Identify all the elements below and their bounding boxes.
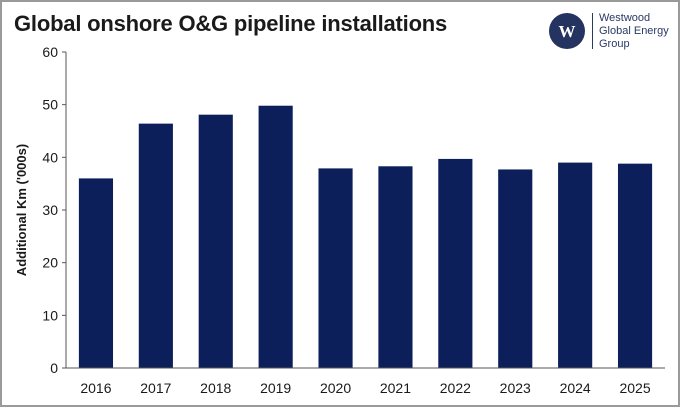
logo-divider: [592, 13, 593, 49]
x-tick-label: 2018: [200, 380, 231, 396]
y-tick-label: 20: [42, 255, 58, 271]
logo-line-1: Westwood: [599, 12, 651, 24]
bar-2025: [617, 163, 653, 368]
y-tick-label: 30: [42, 202, 58, 218]
x-tick-label: 2021: [380, 380, 411, 396]
bar-2021: [378, 166, 413, 368]
chart-title: Global onshore O&G pipeline installation…: [14, 11, 448, 36]
y-tick-label: 50: [42, 97, 58, 113]
westwood-logo: W Westwood Global Energy Group: [547, 11, 672, 51]
bar-2020: [318, 168, 353, 368]
bars: [78, 105, 653, 368]
x-axis-ticks: 2016 2017 2018 2019 2020 2021 2022 2023 2024 2025: [80, 380, 650, 396]
bar-2023: [498, 169, 533, 368]
x-tick-label: 2025: [619, 380, 650, 396]
x-tick-label: 2019: [260, 380, 291, 396]
logo-line-2: Global Energy: [599, 25, 669, 37]
x-tick-label: 2017: [140, 380, 171, 396]
y-tick-label: 60: [42, 44, 58, 60]
x-tick-label: 2022: [440, 380, 471, 396]
bar-2022: [438, 158, 473, 368]
x-tick-label: 2024: [560, 380, 591, 396]
bar-2024: [558, 162, 593, 368]
bar-2017: [138, 123, 173, 368]
y-tick-label: 0: [50, 360, 58, 376]
bar-2019: [258, 105, 293, 368]
y-axis-label: Additional Km ('000s): [14, 144, 29, 276]
logo-letter: W: [559, 22, 576, 41]
logo-wordmark: Westwood Global Energy Group: [599, 12, 669, 51]
y-tick-label: 40: [42, 149, 58, 165]
bar-2016: [78, 178, 114, 368]
x-tick-label: 2023: [500, 380, 531, 396]
bar-2018: [198, 114, 233, 368]
x-tick-label: 2016: [80, 380, 111, 396]
westwood-logo-mark: W: [549, 13, 585, 49]
y-tick-label: 10: [42, 307, 58, 323]
y-axis-ticks: 0 10 20 30 40 50 60: [42, 44, 66, 376]
x-tick-label: 2020: [320, 380, 351, 396]
logo-line-3: Group: [599, 38, 630, 50]
